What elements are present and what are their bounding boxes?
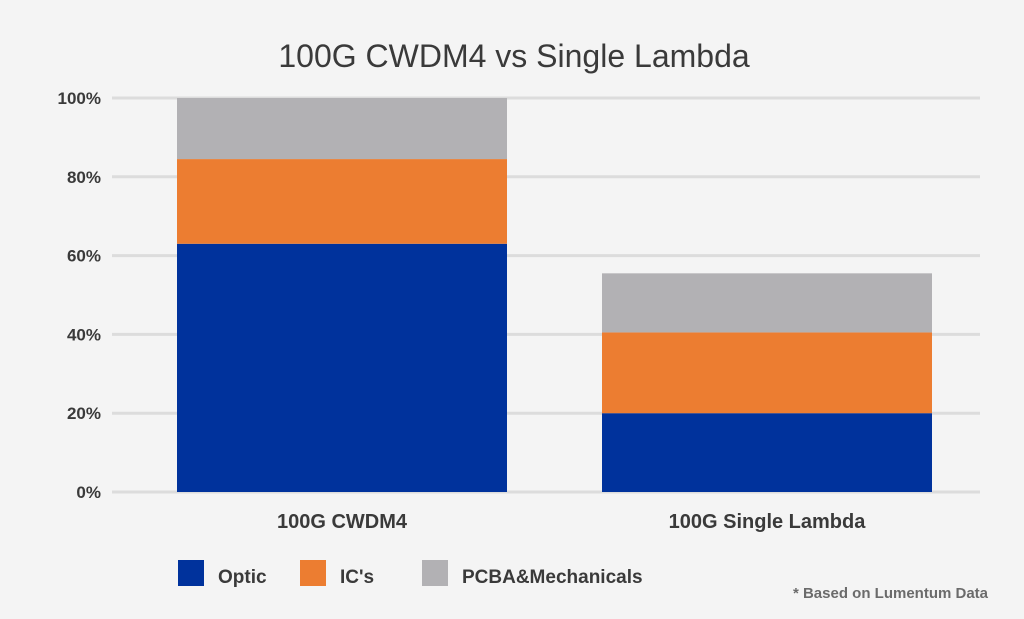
legend-swatch: [422, 560, 448, 586]
legend-label: IC's: [340, 567, 374, 588]
y-tick-label: 40%: [67, 325, 101, 344]
legend-label: Optic: [218, 567, 267, 588]
bar-segment-ic-s: [177, 159, 507, 244]
bar-segment-optic: [602, 413, 932, 492]
y-tick-label: 0%: [76, 483, 101, 502]
x-axis-categories: 100G CWDM4 100G Single Lambda: [277, 511, 866, 533]
footnote: * Based on Lumentum Data: [793, 585, 989, 602]
bar-segment-optic: [177, 243, 507, 492]
x-category-label: 100G CWDM4: [277, 511, 408, 533]
bar-segment-pcba-mechanicals: [602, 273, 932, 333]
y-tick-label: 100%: [58, 89, 101, 108]
y-axis-ticks: 0% 20% 40% 60% 80% 100%: [58, 89, 101, 502]
legend: Optic IC's PCBA&Mechanicals: [178, 560, 643, 588]
y-tick-label: 80%: [67, 168, 101, 187]
x-category-label: 100G Single Lambda: [669, 511, 867, 533]
legend-swatch: [300, 560, 326, 586]
bars: [177, 98, 932, 492]
bar-segment-pcba-mechanicals: [177, 98, 507, 160]
bar-segment-ic-s: [602, 332, 932, 414]
y-tick-label: 60%: [67, 247, 101, 266]
chart-title: 100G CWDM4 vs Single Lambda: [278, 38, 750, 74]
legend-label: PCBA&Mechanicals: [462, 567, 643, 588]
legend-swatch: [178, 560, 204, 586]
y-tick-label: 20%: [67, 404, 101, 423]
